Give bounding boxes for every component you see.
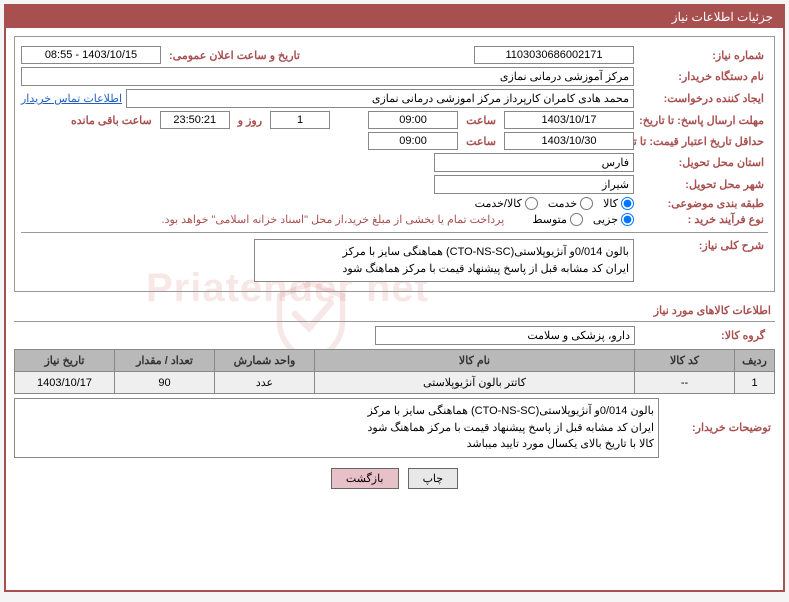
min-valid-date: 1403/10/30 bbox=[504, 132, 634, 150]
announce-value: 1403/10/15 - 08:55 bbox=[21, 46, 161, 64]
td-row: 1 bbox=[735, 372, 775, 394]
category-radio-group: کالا خدمت کالا/خدمت bbox=[475, 197, 634, 210]
cat-goods-option[interactable]: کالا bbox=[603, 197, 634, 210]
cat-both-option[interactable]: کالا/خدمت bbox=[475, 197, 538, 210]
buyer-contact-link[interactable]: اطلاعات تماس خریدار bbox=[21, 92, 122, 105]
page-title: جزئیات اطلاعات نیاز bbox=[672, 10, 773, 24]
reply-date-value: 1403/10/17 bbox=[504, 111, 634, 129]
days-value: 1 bbox=[270, 111, 330, 129]
reply-deadline-label: مهلت ارسال پاسخ: تا تاریخ: bbox=[638, 114, 768, 127]
td-code: -- bbox=[635, 372, 735, 394]
proc-type-label: نوع فرآیند خرید : bbox=[638, 213, 768, 226]
th-code: کد کالا bbox=[635, 350, 735, 372]
goods-group-label: گروه کالا: bbox=[639, 329, 769, 342]
table-header-row: ردیف کد کالا نام کالا واحد شمارش تعداد /… bbox=[15, 350, 775, 372]
province-label: استان محل تحویل: bbox=[638, 156, 768, 169]
buyer-org-value: مرکز آموزشی درمانی نمازی bbox=[21, 67, 634, 86]
buyer-notes-line2: ایران کد مشابه قبل از پاسخ پیشنهاد قیمت … bbox=[19, 420, 654, 437]
page-header: جزئیات اطلاعات نیاز bbox=[6, 6, 783, 28]
summary-line2: ایران کد مشابه قبل از پاسخ پیشنهاد قیمت … bbox=[259, 261, 629, 278]
countdown-value: 23:50:21 bbox=[160, 111, 230, 129]
city-label: شهر محل تحویل: bbox=[638, 178, 768, 191]
goods-section-title: اطلاعات کالاهای مورد نیاز bbox=[14, 300, 775, 322]
category-label: طبقه بندی موضوعی: bbox=[638, 197, 768, 210]
summary-label: شرح کلی نیاز: bbox=[638, 239, 768, 252]
button-bar: چاپ بازگشت bbox=[6, 462, 783, 495]
announce-label: تاریخ و ساعت اعلان عمومی: bbox=[165, 49, 304, 62]
th-unit: واحد شمارش bbox=[215, 350, 315, 372]
proc-medium-radio[interactable] bbox=[570, 213, 583, 226]
th-name: نام کالا bbox=[315, 350, 635, 372]
cat-service-radio[interactable] bbox=[580, 197, 593, 210]
proc-medium-option[interactable]: متوسط bbox=[532, 213, 583, 226]
th-date: تاریخ نیاز bbox=[15, 350, 115, 372]
city-value: شیراز bbox=[434, 175, 634, 194]
back-button[interactable]: بازگشت bbox=[331, 468, 399, 489]
td-unit: عدد bbox=[215, 372, 315, 394]
need-no-label: شماره نیاز: bbox=[638, 49, 768, 62]
goods-group-value: دارو، پزشکی و سلامت bbox=[375, 326, 635, 345]
hour-label-2: ساعت bbox=[462, 135, 500, 148]
proc-type-radio-group: جزیی متوسط bbox=[532, 213, 634, 226]
requester-label: ایجاد کننده درخواست: bbox=[638, 92, 768, 105]
buyer-notes-line1: بالون 0/014و آنژیوپلاستی(CTO-NS-SC) هماه… bbox=[19, 403, 654, 420]
th-row: ردیف bbox=[735, 350, 775, 372]
main-info-section: شماره نیاز: 1103030686002171 تاریخ و ساع… bbox=[14, 36, 775, 292]
proc-partial-option[interactable]: جزیی bbox=[593, 213, 634, 226]
days-unit: روز و bbox=[234, 114, 266, 127]
table-row: 1 -- کاتتر بالون آنژیوپلاستی عدد 90 1403… bbox=[15, 372, 775, 394]
remaining-label: ساعت باقی مانده bbox=[67, 114, 156, 127]
buyer-notes-line3: کالا با تاریخ بالای یکسال مورد تایید میب… bbox=[19, 436, 654, 453]
reply-hour-value: 09:00 bbox=[368, 111, 458, 129]
proc-partial-radio[interactable] bbox=[621, 213, 634, 226]
buyer-notes-label: توضیحات خریدار: bbox=[665, 421, 775, 434]
cat-service-option[interactable]: خدمت bbox=[548, 197, 593, 210]
cat-both-radio[interactable] bbox=[525, 197, 538, 210]
td-qty: 90 bbox=[115, 372, 215, 394]
th-qty: تعداد / مقدار bbox=[115, 350, 215, 372]
summary-box: بالون 0/014و آنژیوپلاستی(CTO-NS-SC) هماه… bbox=[254, 239, 634, 282]
need-no-value: 1103030686002171 bbox=[474, 46, 634, 64]
province-value: فارس bbox=[434, 153, 634, 172]
buyer-notes-box: بالون 0/014و آنژیوپلاستی(CTO-NS-SC) هماه… bbox=[14, 398, 659, 458]
td-date: 1403/10/17 bbox=[15, 372, 115, 394]
td-name: کاتتر بالون آنژیوپلاستی bbox=[315, 372, 635, 394]
payment-note: پرداخت تمام یا بخشی از مبلغ خرید،از محل … bbox=[162, 213, 505, 226]
cat-goods-radio[interactable] bbox=[621, 197, 634, 210]
buyer-org-label: نام دستگاه خریدار: bbox=[638, 70, 768, 83]
goods-table: ردیف کد کالا نام کالا واحد شمارش تعداد /… bbox=[14, 349, 775, 394]
requester-value: محمد هادی کامران کارپرداز مرکز اموزشی در… bbox=[126, 89, 634, 108]
min-valid-hour: 09:00 bbox=[368, 132, 458, 150]
hour-label-1: ساعت bbox=[462, 114, 500, 127]
summary-line1: بالون 0/014و آنژیوپلاستی(CTO-NS-SC) هماه… bbox=[259, 244, 629, 261]
min-valid-label: حداقل تاریخ اعتبار قیمت: تا تاریخ: bbox=[638, 135, 768, 148]
print-button[interactable]: چاپ bbox=[408, 468, 459, 489]
